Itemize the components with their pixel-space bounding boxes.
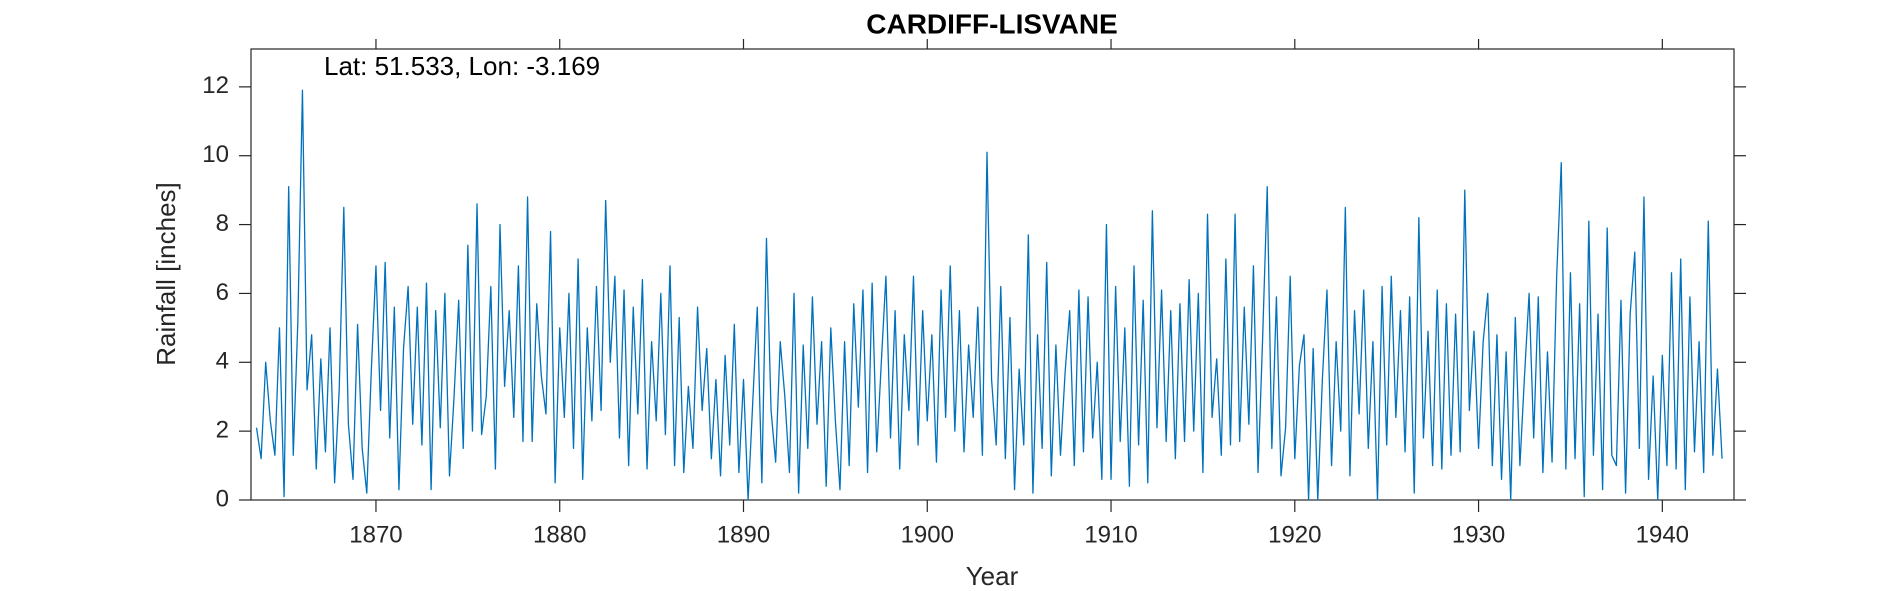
y-tick-label: 0	[216, 485, 229, 512]
y-tick-label: 8	[216, 210, 229, 237]
y-tick-label: 10	[202, 141, 229, 168]
axes-box	[250, 48, 1735, 501]
x-axis-label: Year	[966, 561, 1019, 591]
rainfall-line	[255, 89, 1723, 501]
x-tick-label: 1890	[717, 521, 770, 548]
x-tick-label: 1900	[901, 521, 954, 548]
annotation: Lat: 51.533, Lon: -3.169	[324, 51, 600, 81]
x-tick-label: 1910	[1084, 521, 1137, 548]
y-tick-label: 6	[216, 279, 229, 306]
y-tick-label: 4	[216, 348, 229, 375]
y-axis-label: Rainfall [inches]	[151, 182, 181, 366]
x-tick-label: 1870	[349, 521, 402, 548]
y-tick-label: 12	[202, 72, 229, 99]
y-tick-label: 2	[216, 416, 229, 443]
x-tick-label: 1920	[1268, 521, 1321, 548]
chart-title: CARDIFF-LISVANE	[866, 8, 1117, 39]
x-tick-label: 1940	[1636, 521, 1689, 548]
x-tick-label: 1930	[1452, 521, 1505, 548]
x-tick-label: 1880	[533, 521, 586, 548]
